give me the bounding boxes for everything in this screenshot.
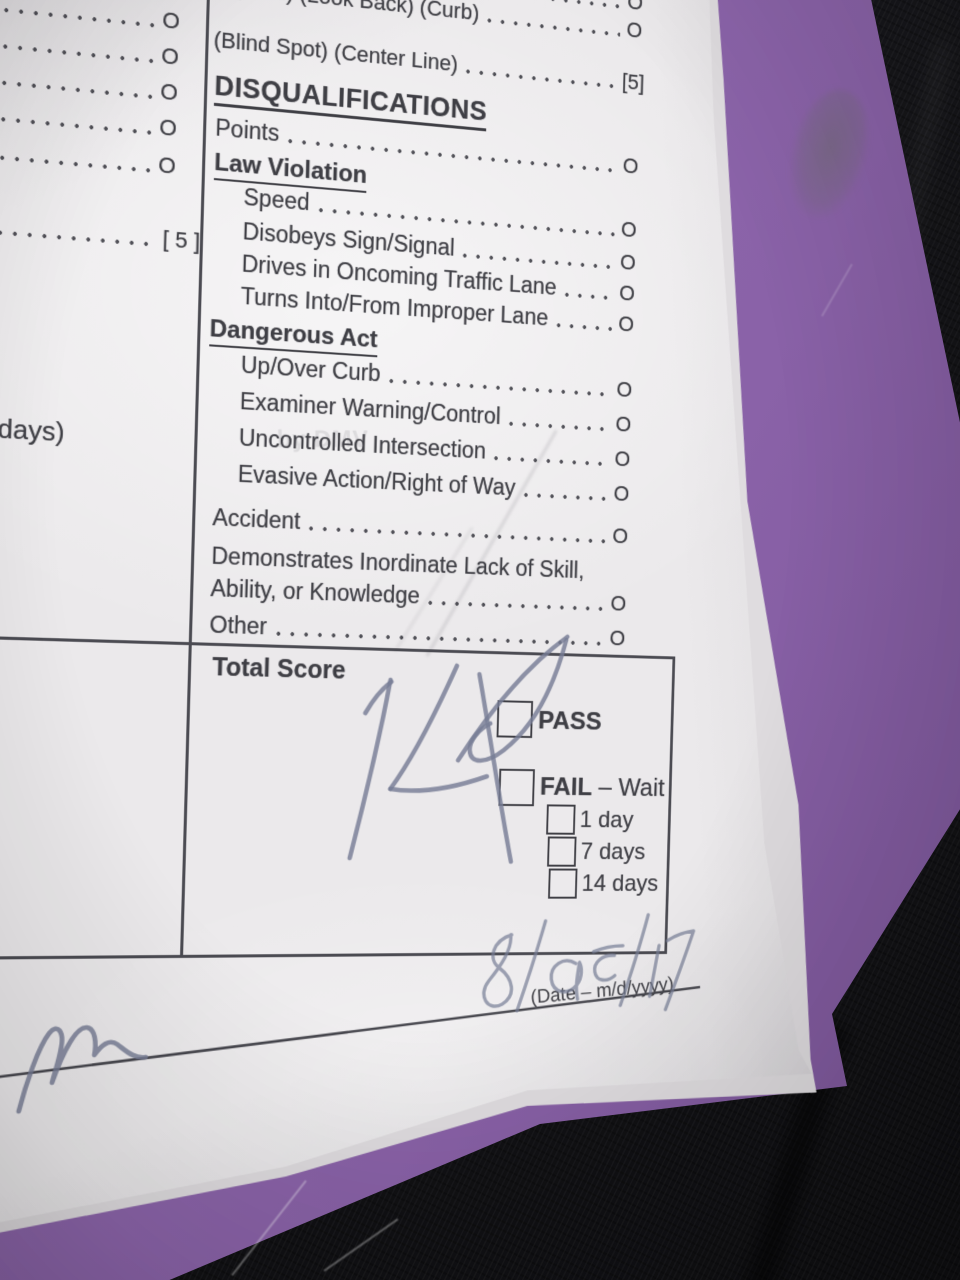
date-line [0,987,700,1087]
signature-scribble [19,1026,147,1111]
handwritten-score-14 [350,663,517,862]
pass-checkmark [458,633,567,761]
handwritten-date [483,915,694,1013]
